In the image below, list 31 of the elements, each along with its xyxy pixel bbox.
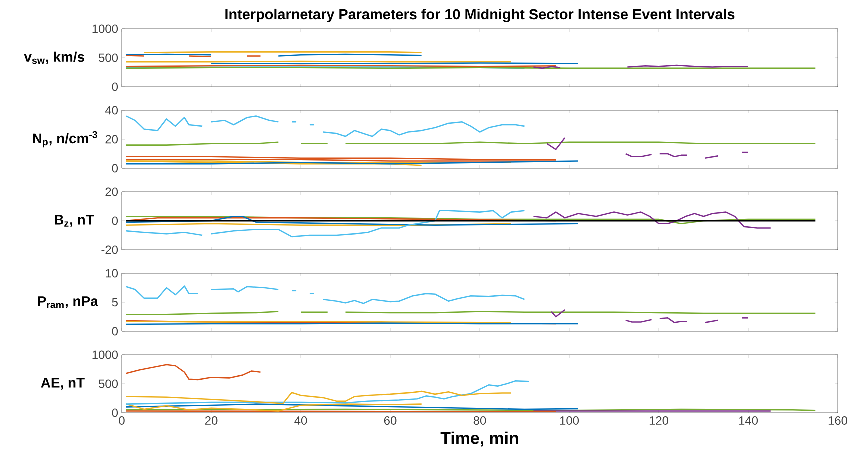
x-tick-label: 160	[828, 416, 848, 425]
y-axis-title: N$_{p}$, n/cm$^{-3}$	[33, 131, 98, 148]
x-tick-label: 100	[560, 416, 580, 425]
y-axis-title: P$_{ram}$, nPa	[38, 296, 98, 308]
y-axis-title: AE, nT	[41, 378, 85, 390]
x-tick-label: 140	[739, 416, 758, 425]
y-tick-label: 0	[112, 408, 118, 418]
y-tick-label: 1000	[92, 350, 118, 360]
y-tick-label: 500	[99, 54, 118, 62]
y-tick-label: -20	[102, 246, 118, 254]
x-tick-label: 80	[474, 416, 486, 425]
y-axis-title: v$_{sw}$, km/s	[24, 52, 84, 64]
y-tick-label: 5	[112, 298, 118, 307]
x-tick-label: 60	[384, 416, 397, 425]
y-tick-label: 1000	[92, 24, 118, 34]
x-tick-label: 20	[205, 416, 218, 425]
x-tick-label: 40	[294, 416, 308, 425]
x-tick-label: 120	[650, 416, 669, 425]
y-tick-label: 20	[106, 135, 118, 144]
y-tick-label: 0	[112, 164, 118, 173]
y-tick-label: 40	[105, 106, 118, 115]
y-tick-label: 0	[112, 82, 118, 92]
x-tick-label: 0	[119, 416, 125, 425]
x-axis-title: Time, min	[440, 432, 518, 447]
y-tick-label: 20	[106, 188, 118, 196]
y-axis-title: B$_{z}$, nT	[55, 215, 94, 227]
chart-title: Interpolarnetary Parameters for 10 Midnight Sector Intense Event Intervals	[226, 8, 735, 23]
y-tick-label: 500	[99, 380, 118, 388]
y-tick-label: 0	[112, 327, 118, 336]
y-tick-label: 10	[106, 269, 118, 278]
y-tick-label: 0	[112, 216, 118, 226]
